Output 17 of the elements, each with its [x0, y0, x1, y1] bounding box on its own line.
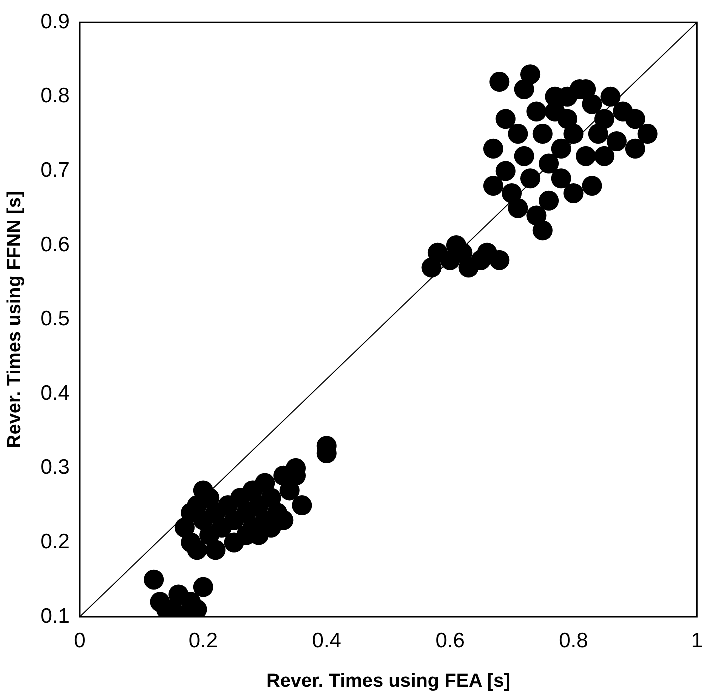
y-tick-label: 0.2 [40, 530, 70, 554]
x-tick-label: 0 [74, 629, 86, 652]
y-tick-label: 0.1 [40, 604, 70, 628]
y-tick-label: 0.4 [40, 382, 70, 405]
x-tick-label: 0.6 [436, 629, 465, 652]
y-tick-label: 0.5 [40, 308, 70, 331]
y-tick-label: 0.6 [40, 233, 70, 256]
x-axis-title: Rever. Times using FEA [s] [266, 670, 511, 692]
y-tick-label: 0.8 [40, 84, 70, 108]
y-tick-label: 0.7 [40, 158, 70, 182]
y-tick-label: 0.3 [40, 456, 70, 480]
y-axis-title: Rever. Times using FFNN [s] [4, 191, 26, 448]
y-tick-label: 0.9 [40, 10, 70, 34]
x-tick-label: 1 [691, 629, 704, 652]
x-tick-label: 0.8 [559, 629, 588, 652]
x-tick-label: 0.2 [188, 629, 218, 652]
x-tick-label: 0.4 [312, 629, 342, 652]
